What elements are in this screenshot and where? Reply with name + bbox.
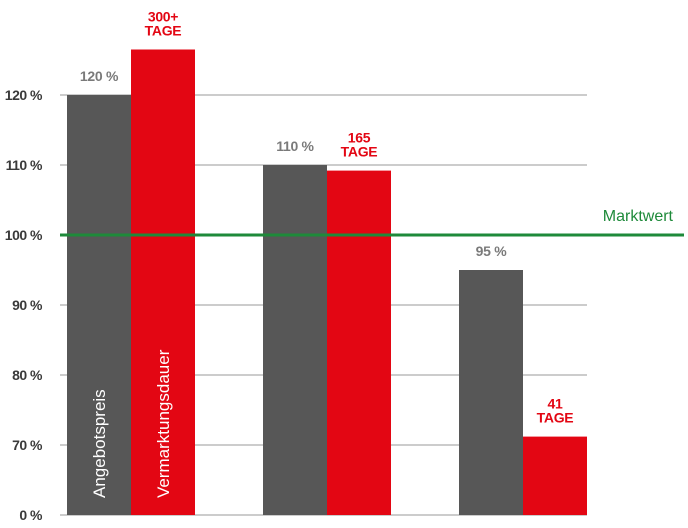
data-label: 165	[348, 130, 371, 146]
bar	[131, 49, 195, 515]
y-tick-label: 90 %	[12, 297, 43, 313]
data-label: TAGE	[537, 410, 574, 426]
reference-line-group: Marktwert	[60, 208, 684, 237]
y-tick-label: 110 %	[6, 157, 43, 173]
y-tick-label: 120 %	[5, 87, 43, 103]
data-label: 41	[548, 396, 563, 412]
y-tick-label: 100 %	[5, 227, 43, 243]
reference-line-label: Marktwert	[603, 208, 674, 225]
y-tick-label: 80 %	[12, 367, 43, 383]
series-name-label: Vermarktungsdauer	[154, 349, 173, 498]
bar	[523, 436, 587, 515]
in-bar-series-names: Angebotspreis Vermarktungsdauer	[90, 349, 173, 498]
y-axis-ticks: 0 % 70 % 80 % 90 % 100 % 110 % 120 %	[5, 87, 44, 523]
y-tick-label: 0 %	[19, 507, 43, 523]
data-label: 120 %	[80, 68, 119, 84]
data-label: 110 %	[276, 138, 314, 154]
bars	[67, 49, 587, 515]
bar	[263, 165, 327, 515]
data-label: TAGE	[341, 144, 378, 160]
bar	[67, 95, 131, 515]
data-label: 95 %	[476, 243, 508, 259]
data-label: TAGE	[145, 23, 182, 39]
series-name-label: Angebotspreis	[90, 389, 109, 498]
bar	[459, 270, 523, 515]
y-tick-label: 70 %	[12, 437, 43, 453]
bar	[327, 170, 391, 515]
data-label: 300+	[148, 9, 178, 25]
